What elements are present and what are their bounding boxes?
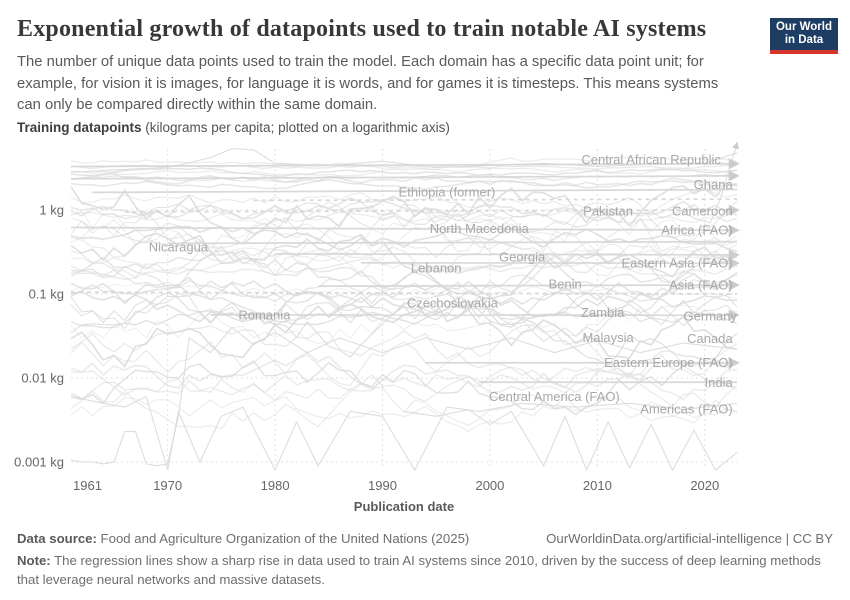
series-label-zambia[interactable]: Zambia (581, 305, 625, 320)
background-series-line (70, 178, 738, 190)
series-label-africa-fao-[interactable]: Africa (FAO) (661, 222, 733, 237)
y-axis-heading-bold: Training datapoints (17, 120, 142, 135)
background-series-line (70, 305, 738, 344)
owid-citation-link[interactable]: OurWorldinData.org/artificial-intelligen… (546, 531, 833, 546)
series-label-eastern-asia-fao-[interactable]: Eastern Asia (FAO) (621, 256, 732, 271)
background-series-line (70, 305, 738, 329)
y-tick-label: 0.01 kg (21, 371, 64, 386)
x-tick-label: 1980 (261, 478, 290, 493)
series-label-americas-fao-[interactable]: Americas (FAO) (640, 402, 732, 417)
background-series-line (70, 225, 738, 253)
data-source-label: Data source: (17, 531, 97, 546)
background-series-line (70, 288, 738, 343)
background-series-line (70, 167, 738, 177)
background-series-line (70, 197, 738, 224)
background-series-line (70, 187, 738, 215)
trend-line (70, 291, 738, 295)
background-series-line (70, 201, 738, 228)
trend-line (92, 188, 738, 194)
series-line-top-hump-line (70, 147, 738, 173)
trend-line (167, 240, 738, 245)
x-tick-label: 1990 (368, 478, 397, 493)
series-label-lebanon[interactable]: Lebanon (411, 260, 462, 275)
series-label-asia-fao-[interactable]: Asia (FAO) (669, 277, 733, 292)
series-label-north-macedonia[interactable]: North Macedonia (430, 221, 530, 236)
data-source-line: Data source: Food and Agriculture Organi… (17, 531, 469, 546)
series-label-central-america-fao-[interactable]: Central America (FAO) (489, 389, 620, 404)
series-label-czechoslovakia[interactable]: Czechoslovakia (407, 296, 499, 311)
note-text: The regression lines show a sharp rise i… (17, 553, 821, 587)
series-label-cameroon[interactable]: Cameroon (672, 204, 733, 219)
background-series-line (70, 167, 738, 177)
note-line: Note: The regression lines show a sharp … (17, 551, 837, 589)
series-label-ghana[interactable]: Ghana (694, 177, 734, 192)
series-line-top-right-spike (672, 141, 739, 224)
trend-line (70, 170, 740, 182)
y-tick-label: 1 kg (39, 203, 64, 218)
background-series-line (70, 236, 738, 279)
series-label-georgia[interactable]: Georgia (499, 250, 546, 265)
series-line-deep-dip-line-2 (70, 395, 738, 472)
owid-logo-line1: Our World (775, 21, 832, 33)
series-label-malaysia[interactable]: Malaysia (582, 330, 634, 345)
x-tick-label: 1961 (73, 478, 102, 493)
trend-line (275, 249, 740, 261)
y-tick-label: 0.1 kg (29, 287, 64, 302)
background-series-line (70, 197, 738, 249)
y-axis-heading-units: (kilograms per capita; plotted on a loga… (141, 120, 450, 135)
background-series-line (70, 155, 738, 171)
series-label-eastern-europe-fao-[interactable]: Eastern Europe (FAO) (604, 355, 733, 370)
trend-line (253, 198, 738, 202)
series-label-benin[interactable]: Benin (549, 277, 582, 292)
series-label-india[interactable]: India (705, 375, 734, 390)
series-label-canada[interactable]: Canada (687, 331, 733, 346)
series-label-central-african-republic[interactable]: Central African Republic (581, 152, 721, 167)
note-label: Note: (17, 553, 51, 568)
series-label-pakistan[interactable]: Pakistan (583, 204, 633, 219)
x-axis-title: Publication date (354, 499, 454, 514)
owid-logo-line2: in Data (784, 34, 824, 46)
background-series-line (70, 291, 738, 366)
trend-line (70, 158, 740, 170)
background-series-line (70, 218, 738, 277)
page-title: Exponential growth of datapoints used to… (17, 16, 707, 42)
series-line-bottom-bump-line (70, 326, 738, 467)
x-tick-label: 1970 (153, 478, 182, 493)
x-tick-label: 2000 (475, 478, 504, 493)
background-series-line (70, 359, 738, 416)
series-label-romania[interactable]: Romania (238, 308, 291, 323)
y-tick-label: 0.001 kg (14, 455, 64, 470)
background-series-line (70, 324, 738, 387)
background-series-line (70, 290, 738, 323)
background-series-line (70, 395, 738, 432)
background-series-line (70, 250, 738, 290)
x-tick-label: 2020 (690, 478, 719, 493)
background-series-line (70, 249, 738, 296)
background-series-line (70, 173, 738, 187)
data-source-text: Food and Agriculture Organization of the… (96, 531, 470, 546)
chart-subtitle: The number of unique data points used to… (17, 54, 719, 113)
trend-line (70, 224, 740, 236)
owid-logo[interactable]: Our World in Data (770, 18, 838, 54)
background-series-line (70, 206, 738, 257)
background-series-line (70, 283, 738, 300)
series-label-ethiopia-former-[interactable]: Ethiopia (former) (399, 185, 496, 200)
series-line-deep-dip-line-1 (403, 409, 738, 472)
background-series-line (70, 351, 738, 394)
x-tick-label: 2010 (583, 478, 612, 493)
y-axis-heading: Training datapoints (kilograms per capit… (17, 120, 450, 135)
background-series-line (70, 268, 738, 303)
trend-line (318, 279, 740, 291)
series-label-germany[interactable]: Germany (684, 308, 738, 323)
trend-line (124, 204, 740, 216)
background-series-line (70, 383, 738, 430)
series-label-nicaragua[interactable]: Nicaragua (149, 240, 209, 255)
